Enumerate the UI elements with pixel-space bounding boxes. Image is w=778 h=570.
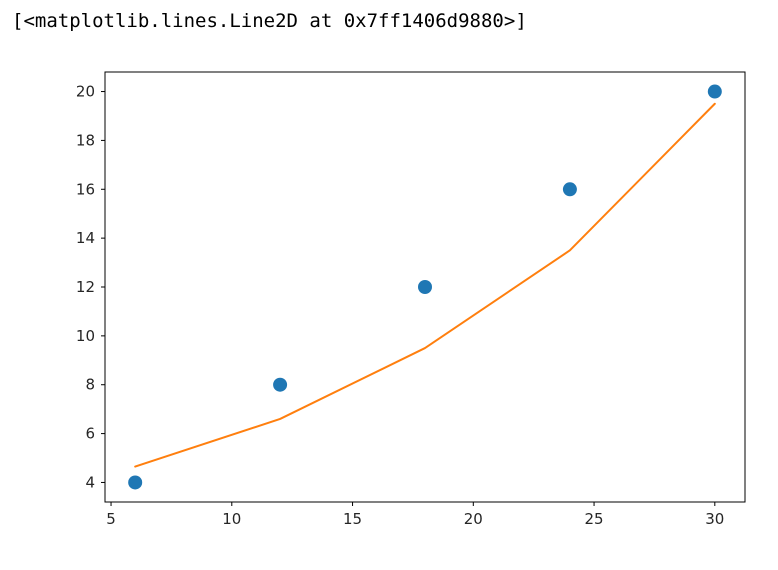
y-tick-label: 14 — [76, 229, 95, 247]
chart-figure: 5 10 15 20 25 30 4 6 8 10 12 14 16 18 20 — [0, 32, 778, 552]
x-tick-label: 25 — [585, 510, 604, 528]
scatter-point — [418, 280, 432, 294]
x-tick-label: 30 — [705, 510, 724, 528]
chart-svg: 5 10 15 20 25 30 4 6 8 10 12 14 16 18 20 — [0, 32, 778, 552]
y-tick-label: 4 — [85, 473, 95, 491]
repr-output: [<matplotlib.lines.Line2D at 0x7ff1406d9… — [0, 0, 778, 32]
y-tick-label: 20 — [76, 83, 95, 101]
x-tick-label: 10 — [222, 510, 241, 528]
x-tick-label: 5 — [106, 510, 116, 528]
x-tick-label: 15 — [343, 510, 362, 528]
scatter-point — [563, 182, 577, 196]
x-tick-label: 20 — [464, 510, 483, 528]
y-tick-label: 8 — [85, 376, 95, 394]
scatter-point — [128, 475, 142, 489]
scatter-point — [708, 85, 722, 99]
y-tick-label: 18 — [76, 131, 95, 149]
y-tick-label: 12 — [76, 278, 95, 296]
y-tick-label: 16 — [76, 180, 95, 198]
y-tick-label: 10 — [76, 327, 95, 345]
scatter-point — [273, 378, 287, 392]
y-tick-label: 6 — [85, 425, 95, 443]
